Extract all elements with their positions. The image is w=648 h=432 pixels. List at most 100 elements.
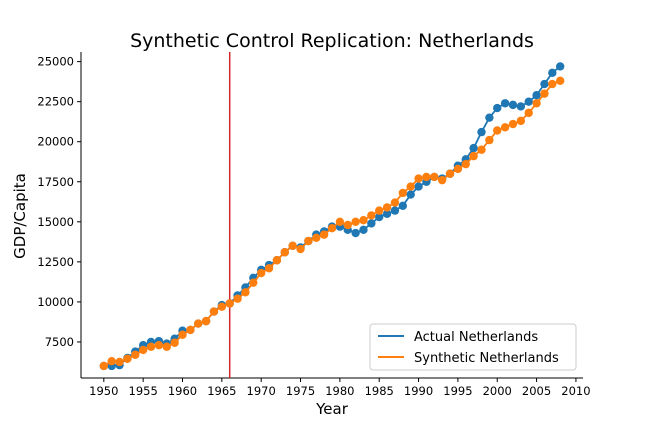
x-tick-label: 1965 (207, 384, 236, 398)
data-point (264, 264, 274, 273)
y-tick-label: 7500 (45, 335, 74, 349)
data-point (375, 206, 384, 215)
y-tick-label: 12500 (37, 255, 74, 269)
data-point (217, 302, 227, 311)
series-line-1 (103, 65, 561, 367)
data-point (115, 357, 124, 367)
y-tick-label: 10000 (37, 295, 74, 309)
data-point (375, 212, 384, 222)
data-point (146, 342, 156, 351)
data-point (390, 206, 400, 215)
data-point (288, 241, 297, 251)
plot-area (99, 52, 565, 378)
data-point (508, 100, 518, 110)
y-tick-label: 17500 (37, 175, 74, 189)
data-point (178, 330, 187, 339)
data-point (414, 174, 423, 183)
data-point (414, 182, 423, 191)
data-point (532, 99, 541, 108)
data-point (343, 220, 352, 230)
data-point (422, 172, 431, 182)
data-point (524, 97, 533, 106)
legend: Actual Netherlands Synthetic Netherlands (369, 323, 577, 371)
legend-label: Synthetic Netherlands (414, 351, 559, 366)
data-point (445, 169, 455, 178)
x-tick-label: 1950 (89, 384, 118, 398)
data-point (359, 216, 368, 225)
x-tick-label: 2010 (561, 384, 590, 398)
data-point (170, 338, 179, 347)
data-point (382, 203, 392, 212)
data-point (272, 256, 282, 265)
data-point (477, 145, 486, 154)
data-point (359, 225, 368, 235)
data-point (406, 182, 415, 191)
data-point (469, 151, 478, 161)
data-point (398, 188, 408, 198)
data-point (382, 209, 392, 218)
data-point (304, 236, 313, 246)
data-point (453, 164, 463, 174)
data-point (398, 201, 408, 210)
x-tick-label: 2005 (522, 384, 551, 398)
data-point (548, 79, 557, 89)
data-point (335, 217, 345, 227)
data-point (540, 89, 549, 98)
data-point (131, 350, 140, 359)
data-point (548, 68, 557, 78)
data-point (524, 108, 533, 118)
y-tick-label: 25000 (37, 55, 74, 69)
data-point (540, 79, 549, 89)
data-point (430, 172, 439, 182)
data-point (461, 159, 470, 169)
x-tick-label: 1975 (286, 384, 315, 398)
data-point (367, 211, 376, 220)
data-point (367, 219, 376, 228)
data-point (186, 325, 195, 335)
x-tick-label: 2000 (483, 384, 512, 398)
data-point (162, 342, 171, 351)
data-point (508, 119, 518, 129)
data-point (154, 340, 164, 350)
data-point (516, 102, 526, 111)
data-point (351, 228, 360, 238)
x-axis-label: Year (315, 400, 349, 418)
x-tick-label: 1980 (325, 384, 354, 398)
data-point (209, 307, 219, 316)
data-point (99, 361, 109, 371)
data-point (241, 288, 250, 297)
data-point (249, 278, 258, 287)
data-point (107, 356, 116, 366)
data-point (555, 76, 565, 86)
data-point (555, 62, 565, 71)
data-point (532, 91, 541, 100)
chart-title: Synthetic Control Replication: Netherlan… (130, 30, 534, 52)
x-tick-label: 1960 (168, 384, 197, 398)
legend-label: Actual Netherlands (414, 330, 538, 345)
y-axis-label: GDP/Capita (11, 173, 29, 259)
data-point (477, 127, 486, 137)
x-tick-label: 1985 (365, 384, 394, 398)
data-point (351, 217, 360, 227)
data-point (406, 190, 415, 199)
y-tick-label: 15000 (37, 215, 74, 229)
data-point (516, 116, 526, 126)
y-tick-label: 22500 (37, 95, 74, 109)
data-point (194, 319, 203, 328)
data-point (123, 354, 132, 363)
data-point (225, 299, 234, 308)
axes: 1950 1955 1960 1965 1970 1975 1980 1985 1990 1995… (37, 52, 591, 398)
data-point (280, 248, 289, 257)
data-point (327, 224, 337, 233)
data-point (469, 143, 478, 153)
x-tick-label: 1990 (404, 384, 433, 398)
data-point (256, 268, 266, 278)
data-point (390, 198, 400, 207)
data-point (319, 230, 329, 239)
data-point (312, 233, 321, 243)
data-point (138, 345, 148, 355)
data-point (500, 99, 510, 108)
x-tick-label: 1955 (129, 384, 158, 398)
data-point (437, 175, 447, 185)
data-point (296, 244, 305, 254)
